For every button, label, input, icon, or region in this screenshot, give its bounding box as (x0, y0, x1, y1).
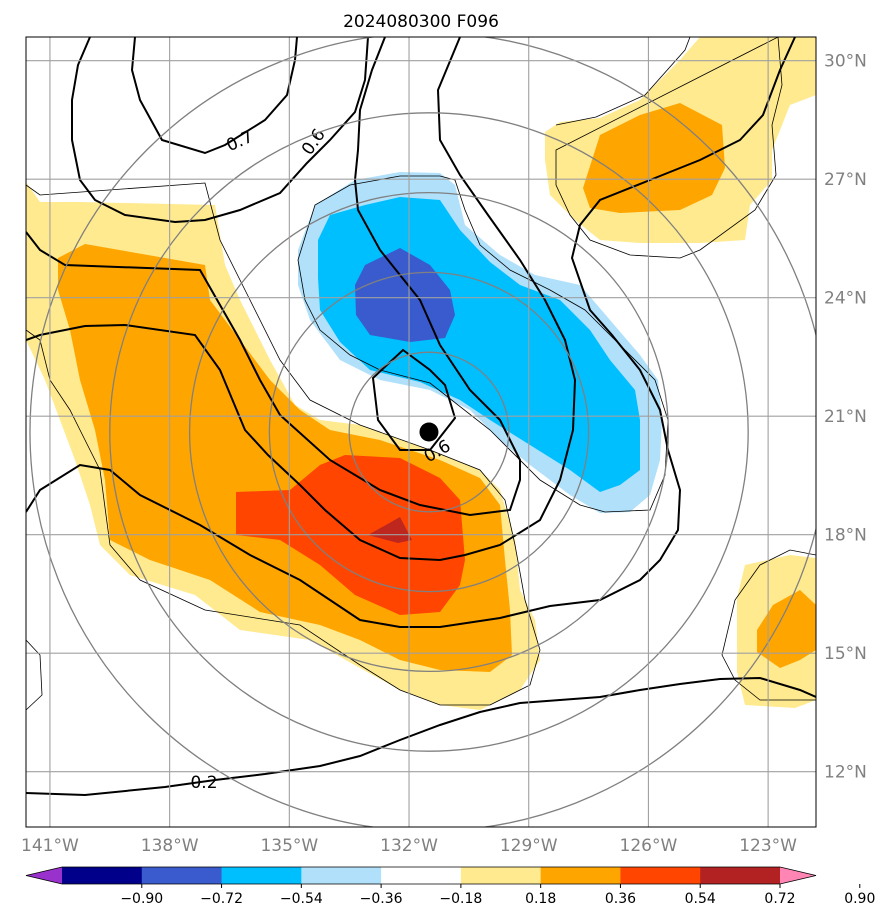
lat-tick-label: 27°N (824, 170, 867, 190)
colorbar-extend-low (26, 867, 62, 884)
colorbar-segment (460, 867, 542, 884)
lon-tick-label: 135°W (260, 836, 318, 856)
colorbar-tick-label: 0.54 (685, 891, 716, 907)
map-frame (25, 36, 817, 828)
lat-tick-label: 24°N (824, 289, 867, 309)
colorbar-segment (381, 867, 462, 884)
colorbar-tick-label: −0.36 (360, 891, 403, 907)
colorbar-tick-label: −0.54 (280, 891, 323, 907)
lon-tick-label: 129°W (500, 836, 558, 856)
colorbar-segment (62, 867, 143, 884)
range-ring (29, 37, 816, 827)
contour-0.7 (130, 37, 298, 155)
storm-center-marker (419, 422, 439, 442)
lat-tick-label: 15°N (824, 644, 867, 664)
colorbar-segment (540, 867, 621, 884)
colorbar: −0.90 −0.72 −0.54 −0.36 −0.18 0.18 0.36 0.54 0.7… (25, 866, 875, 907)
lat-tick-label: 21°N (824, 407, 867, 427)
colorbar-segment (301, 867, 382, 884)
colorbar-tick-label: 0.90 (844, 891, 875, 907)
colorbar-segment (141, 867, 223, 884)
contour-0.2 (26, 676, 816, 797)
longitude-tick-labels: 141°W 138°W 135°W 132°W 129°W 126°W 123°W (21, 836, 797, 856)
range-ring (188, 191, 670, 673)
latitude-tick-labels: 12°N 15°N 18°N 21°N 24°N 27°N 30°N (824, 52, 867, 783)
lon-tick-label: 138°W (141, 836, 199, 856)
colorbar-segment (221, 867, 302, 884)
lat-tick-label: 12°N (824, 763, 867, 783)
lon-tick-label: 123°W (739, 836, 797, 856)
fill-royal-blue (355, 248, 455, 342)
colorbar-tick-label: 0.36 (605, 891, 636, 907)
contour-track (26, 37, 521, 517)
colorbar-tick-label: −0.72 (200, 891, 243, 907)
lon-tick-label: 141°W (21, 836, 79, 856)
filled-anomaly-shading (26, 37, 816, 710)
thin-contours (26, 37, 816, 711)
map-panel: 0.7 0.6 0.6 0.2 (26, 37, 816, 827)
range-ring (348, 351, 510, 513)
lat-tick-label: 30°N (824, 52, 867, 72)
fill-dark-red (368, 517, 412, 543)
contour-label: 0.2 (190, 773, 217, 793)
colorbar-tick-label: 0.72 (764, 891, 795, 907)
fill-orange-east (757, 590, 816, 668)
colorbar-segment (700, 867, 781, 884)
colorbar-segment (620, 867, 701, 884)
contour-east (26, 37, 577, 562)
range-rings (29, 37, 816, 827)
lat-tick-label: 18°N (824, 526, 867, 546)
figure-title: 2024080300 F096 (343, 12, 499, 32)
gridlines (26, 37, 816, 827)
colorbar-tick-label: −0.18 (439, 891, 482, 907)
lon-tick-label: 132°W (380, 836, 438, 856)
lon-tick-label: 126°W (620, 836, 678, 856)
range-ring (268, 271, 590, 593)
range-ring (109, 112, 749, 752)
contour-inner-loop (371, 348, 457, 451)
colorbar-extend-high (780, 867, 816, 884)
colorbar-tick-label: 0.18 (525, 891, 556, 907)
colorbar-tick-label: −0.90 (120, 891, 163, 907)
